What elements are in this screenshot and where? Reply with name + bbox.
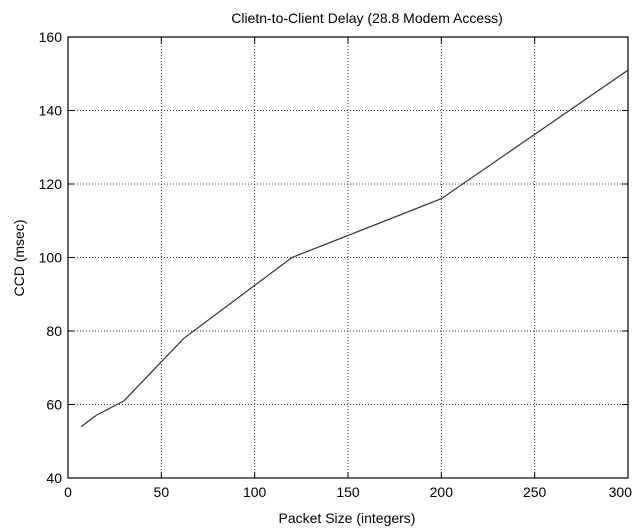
x-axis-label: Packet Size (integers) <box>279 510 416 526</box>
x-tick-label-3: 150 <box>336 484 360 500</box>
x-tick-label-0: 0 <box>64 484 72 500</box>
series-line-0 <box>80 69 629 428</box>
y-tick-label-2: 80 <box>46 323 62 339</box>
y-axis-label: CCD (msec) <box>11 220 27 297</box>
x-tick-label-6: 300 <box>609 484 633 500</box>
ticks: 0 50 100 150 200 250 300 40 60 80 100 120 140 160 <box>39 29 633 500</box>
grid <box>68 37 628 478</box>
x-tick-label-2: 100 <box>243 484 267 500</box>
series-layer <box>80 69 629 428</box>
plot-frame <box>67 36 629 479</box>
y-tick-label-5: 140 <box>39 103 63 119</box>
x-tick-label-1: 50 <box>154 484 170 500</box>
x-tick-label-4: 200 <box>430 484 454 500</box>
chart-title: Clietn-to-Client Delay (28.8 Modem Acces… <box>231 10 503 26</box>
y-tick-label-4: 120 <box>39 176 63 192</box>
y-tick-label-1: 60 <box>46 397 62 413</box>
y-tick-label-6: 160 <box>39 29 63 45</box>
y-tick-label-3: 100 <box>39 250 63 266</box>
y-tick-label-0: 40 <box>46 470 62 486</box>
x-tick-label-5: 250 <box>523 484 547 500</box>
